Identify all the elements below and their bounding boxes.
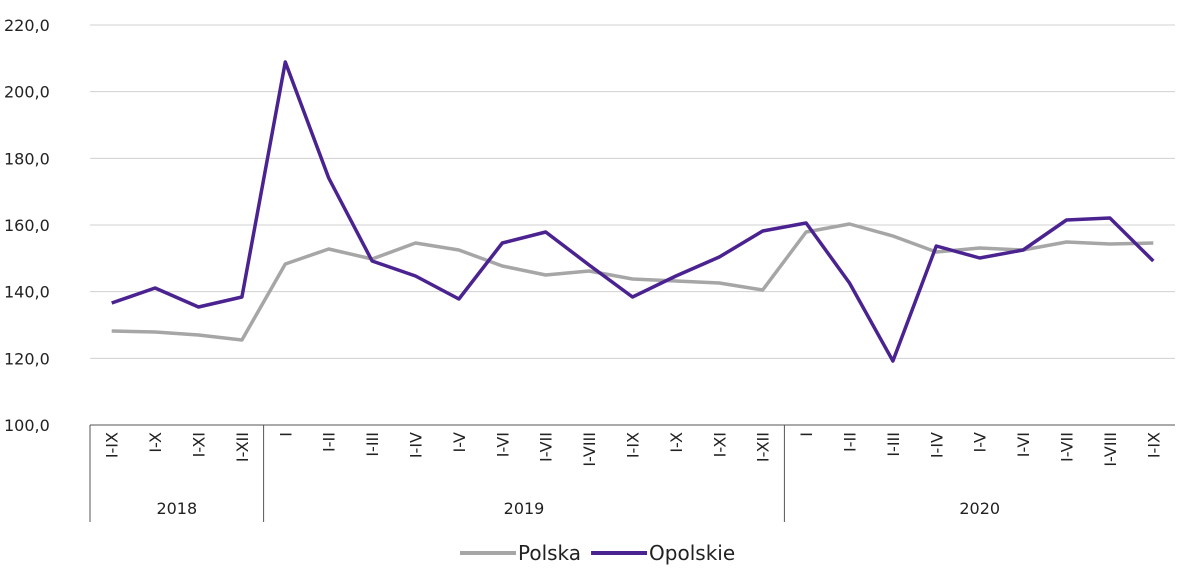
x-tick-label: I-VIII [580,432,599,467]
x-tick-label: I-XI [710,432,729,457]
x-tick-label: I-VI [493,432,512,457]
x-tick-label: I [276,432,295,437]
x-tick-label: I-III [363,432,382,457]
group-label: 2018 [156,499,197,518]
x-tick-label: I-IX [624,432,643,458]
x-tick-label: I-VI [1014,432,1033,457]
legend-label: Polska [518,541,581,565]
y-tick-label: 120,0 [4,349,50,368]
y-tick-label: 200,0 [4,83,50,102]
x-tick-label: I [797,432,816,437]
group-label: 2020 [959,499,1000,518]
line-series [111,60,1155,363]
x-tick-label: I-XII [233,432,252,462]
x-tick-label: I-V [971,432,990,453]
x-tick-label: I-IX [103,432,122,458]
x-tick-label: I-II [841,432,860,452]
group-label: 2019 [504,499,545,518]
x-tick-label: I-X [146,432,165,453]
x-tick-label: I-IX [1144,432,1163,458]
x-tick-label: I-X [667,432,686,453]
y-tick-label: 160,0 [4,216,50,235]
x-tick-label: I-IV [407,432,426,458]
line-series [111,222,1154,342]
x-tick-label: I-VII [537,432,556,462]
x-tick-label: I-III [884,432,903,457]
y-tick-label: 180,0 [4,149,50,168]
x-tick-label: I-XII [754,432,773,462]
legend-label: Opolskie [649,541,735,565]
x-tick-label: I-VII [1058,432,1077,462]
x-tick-label: I-XI [190,432,209,457]
x-tick-label: I-V [450,432,469,453]
y-tick-label: 140,0 [4,283,50,302]
y-tick-label: 220,0 [4,16,50,35]
x-tick-label: I-VIII [1101,432,1120,467]
y-tick-label: 100,0 [4,416,50,435]
x-tick-label: I-IV [927,432,946,458]
x-tick-label: I-II [320,432,339,452]
